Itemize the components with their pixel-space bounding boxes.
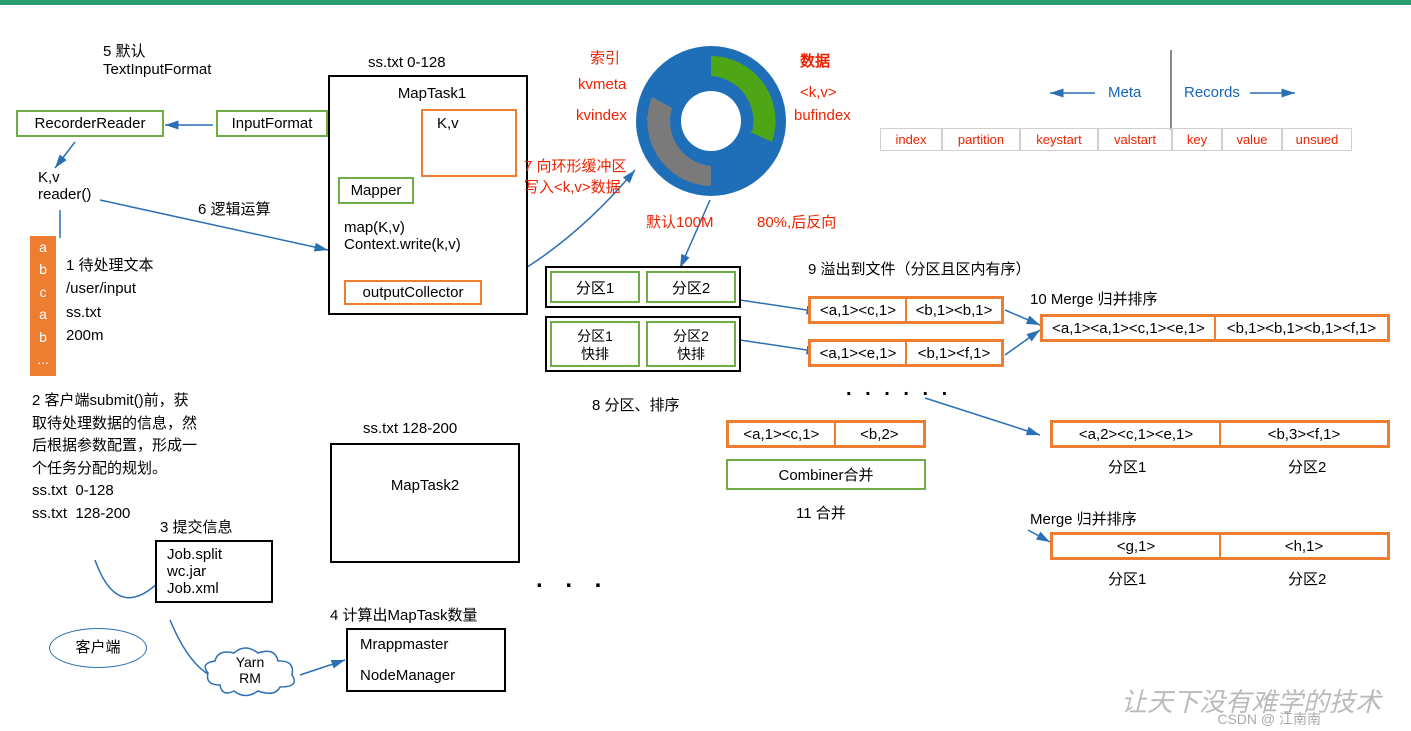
label-1: 1 待处理文本 /user/input ss.txt 200m (66, 254, 154, 347)
mrapp-box: Mrappmaster NodeManager (346, 628, 506, 692)
p2: 分区2 (646, 271, 736, 303)
s11b: <b,2> (835, 422, 924, 446)
hdr-value: value (1222, 128, 1282, 151)
s9d: <b,1><f,1> (906, 341, 1002, 365)
header-table: index partition keystart valstart key va… (880, 128, 1352, 151)
client-oval: 客户端 (49, 628, 147, 668)
red-bufidx: bufindex (794, 107, 851, 124)
footer: CSDN @ 江南南 (1217, 709, 1321, 729)
mrapp-label: Mrappmaster (360, 636, 492, 653)
s12a: <a,2><c,1><e,1> (1052, 422, 1220, 446)
kv-reader-label: K,v reader() (38, 169, 91, 203)
kv-box: K,v (421, 109, 517, 177)
records-label: Records (1184, 84, 1240, 101)
p1s: 分区1 快排 (550, 321, 640, 367)
fz1b: 分区1 (1108, 568, 1146, 589)
label-9: 9 溢出到文件（分区且区内有序） (808, 258, 1031, 279)
label-11: 11 合并 (796, 502, 846, 523)
ss1-label: ss.txt 0-128 (368, 54, 446, 71)
fz1a: 分区1 (1108, 456, 1146, 477)
jobsplit-box: Job.split wc.jar Job.xml (155, 540, 273, 603)
dots2: . . . . . . (846, 378, 951, 401)
result-row2: <g,1> <h,1> (1050, 532, 1390, 560)
hdr-valstart: valstart (1098, 128, 1172, 151)
partition-row2: 分区1 快排 分区2 快排 (545, 316, 741, 372)
meta-label: Meta (1108, 84, 1141, 101)
yarn-label: Yarn RM (200, 648, 300, 686)
p2s: 分区2 快排 (646, 321, 736, 367)
maptask1-box: MapTask1 K,v Mapper map(K,v) Context.wri… (328, 75, 528, 315)
spill1: <a,1><c,1> <b,1><b,1> (808, 296, 1004, 324)
s10b: <b,1><b,1><b,1><f,1> (1215, 316, 1388, 340)
yarn-cloud: Yarn RM (200, 648, 300, 696)
red-kvh: <k,v> (800, 84, 837, 101)
merge-row: <a,1><a,1><c,1><e,1> <b,1><b,1><b,1><f,1… (1040, 314, 1390, 342)
label-4-hdr: 4 计算出MapTask数量 (330, 604, 478, 625)
p1: 分区1 (550, 271, 640, 303)
combiner-row: <a,1><c,1> <b,2> (726, 420, 926, 448)
result-row1: <a,2><c,1><e,1> <b,3><f,1> (1050, 420, 1390, 448)
data-strip: a b c a b ... (30, 236, 56, 376)
red-80: 80%,后反向 (757, 211, 836, 232)
label-8: 8 分区、排序 (592, 394, 680, 415)
fz2a: 分区2 (1288, 456, 1326, 477)
nodemgr-label: NodeManager (360, 667, 492, 684)
s11a: <a,1><c,1> (728, 422, 835, 446)
label-3-hdr: 3 提交信息 (160, 516, 233, 537)
spill2: <a,1><e,1> <b,1><f,1> (808, 339, 1004, 367)
fz2b: 分区2 (1288, 568, 1326, 589)
recorder-reader-box: RecorderReader (16, 110, 164, 137)
mapkv-label: map(K,v) Context.write(k,v) (344, 219, 461, 253)
merge2-label: Merge 归并排序 (1030, 508, 1137, 529)
hdr-key: key (1172, 128, 1222, 151)
s13b: <h,1> (1220, 534, 1388, 558)
label-5: 5 默认 TextInputFormat (103, 40, 211, 78)
vline (1170, 50, 1172, 130)
red-data: 数据 (800, 50, 830, 71)
ss2-label: ss.txt 128-200 (363, 420, 457, 437)
dots1: . . . (536, 566, 609, 594)
hdr-keystart: keystart (1020, 128, 1098, 151)
label-6: 6 逻辑运算 (198, 198, 271, 219)
s13a: <g,1> (1052, 534, 1220, 558)
s9a: <a,1><c,1> (810, 298, 906, 322)
s9b: <b,1><b,1> (906, 298, 1002, 322)
combiner-box: Combiner合并 (726, 459, 926, 490)
hdr-index: index (880, 128, 942, 151)
red-kvindex: kvindex (576, 107, 627, 124)
inputformat-box: InputFormat (216, 110, 328, 137)
red-idx: 索引 (590, 47, 620, 68)
s10a: <a,1><a,1><c,1><e,1> (1042, 316, 1215, 340)
red-t7: 7 向环形缓冲区 写入<k,v>数据 (524, 155, 627, 197)
mapper-box: Mapper (338, 177, 414, 204)
maptask2-box: MapTask2 (330, 443, 520, 563)
label-2: 2 客户端submit()前，获 取待处理数据的信息，然 后根据参数配置，形成一… (32, 390, 197, 525)
outputcollector-box: outputCollector (344, 280, 482, 305)
hdr-unsued: unsued (1282, 128, 1352, 151)
red-100m: 默认100M (646, 211, 714, 232)
red-kvmeta: kvmeta (578, 76, 626, 93)
s9c: <a,1><e,1> (810, 341, 906, 365)
s12b: <b,3><f,1> (1220, 422, 1388, 446)
hdr-partition: partition (942, 128, 1020, 151)
label-10: 10 Merge 归并排序 (1030, 288, 1158, 309)
maptask1-title: MapTask1 (342, 85, 522, 102)
partition-row1: 分区1 分区2 (545, 266, 741, 308)
ring-buffer-icon (632, 42, 790, 200)
